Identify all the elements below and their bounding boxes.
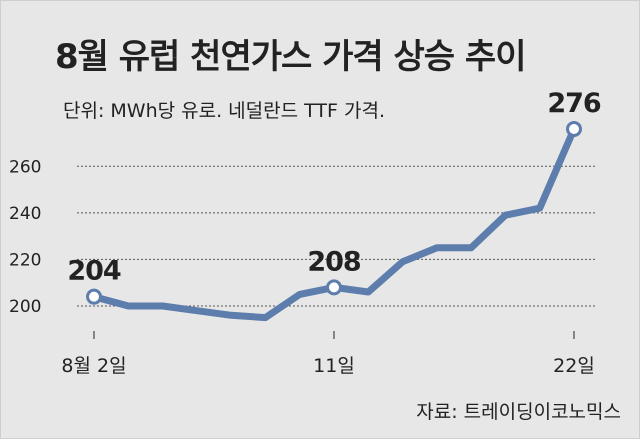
- data-label: 204: [67, 256, 121, 287]
- data-point: [86, 288, 102, 305]
- y-tick-label: 260: [9, 157, 41, 177]
- chart-subtitle: 단위: MWh당 유로. 네덜란드 TTF 가격.: [63, 100, 385, 122]
- source-credit: 자료: 트레이딩이코노믹스: [416, 401, 621, 423]
- data-point: [566, 121, 582, 137]
- x-tick-label: 22일: [553, 355, 595, 377]
- y-tick-label: 240: [9, 204, 41, 224]
- data-label: 208: [307, 246, 361, 277]
- data-label: 276: [547, 88, 601, 119]
- data-points: [86, 121, 582, 305]
- x-tick-label: 11일: [313, 355, 355, 377]
- y-tick-label: 220: [9, 250, 41, 270]
- y-tick-label: 200: [9, 297, 41, 317]
- x-tick-labels: 8월 2일 11일 22일: [61, 331, 595, 377]
- y-tick-labels: 200 220 240 260: [9, 157, 41, 317]
- data-point: [326, 279, 342, 296]
- x-tick-label: 8월 2일: [61, 355, 126, 377]
- chart-title: 8월 유럽 천연가스 가격 상승 추이: [55, 37, 526, 77]
- data-labels: 204 208 276: [67, 88, 602, 287]
